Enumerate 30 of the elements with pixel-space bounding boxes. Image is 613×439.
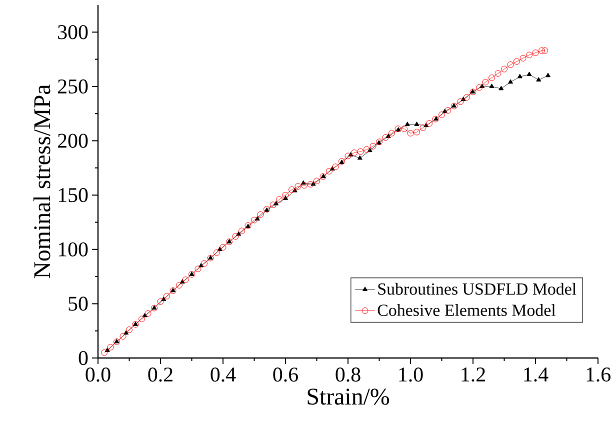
point bbox=[498, 86, 504, 90]
x-tick-label: 1.6 bbox=[586, 368, 610, 382]
point bbox=[517, 74, 522, 78]
legend-label: Subroutines USDFLD Model bbox=[378, 282, 576, 295]
point bbox=[489, 84, 494, 88]
legend-label: Cohesive Elements Model bbox=[378, 304, 556, 316]
x-tick-label: 0.4 bbox=[210, 368, 236, 382]
point bbox=[526, 72, 532, 76]
y-tick-label: 50 bbox=[68, 296, 88, 311]
point bbox=[357, 155, 362, 160]
y-tick-label: 250 bbox=[58, 79, 88, 94]
y-tick-label: 300 bbox=[58, 25, 88, 40]
point bbox=[508, 79, 513, 84]
point bbox=[414, 122, 420, 126]
x-tick-label: 1.0 bbox=[399, 368, 423, 382]
point bbox=[404, 122, 410, 126]
x-tick-label: 0.0 bbox=[86, 368, 110, 382]
y-tick-label: 200 bbox=[58, 134, 88, 148]
y-tick-label: 150 bbox=[58, 188, 88, 202]
y-tick-label: 100 bbox=[58, 242, 88, 256]
point bbox=[536, 77, 542, 82]
y-tick-label: 0 bbox=[78, 350, 88, 366]
y-axis-title: Nominal stress/MPa bbox=[33, 84, 50, 278]
x-tick-label: 1.2 bbox=[462, 368, 485, 382]
x-axis-title: Strain/% bbox=[308, 388, 390, 405]
x-tick-label: 1.4 bbox=[524, 368, 548, 382]
x-tick-label: 0.2 bbox=[148, 368, 172, 382]
x-tick-label: 0.8 bbox=[336, 368, 360, 382]
point bbox=[546, 72, 550, 78]
x-tick-label: 0.6 bbox=[273, 368, 298, 382]
